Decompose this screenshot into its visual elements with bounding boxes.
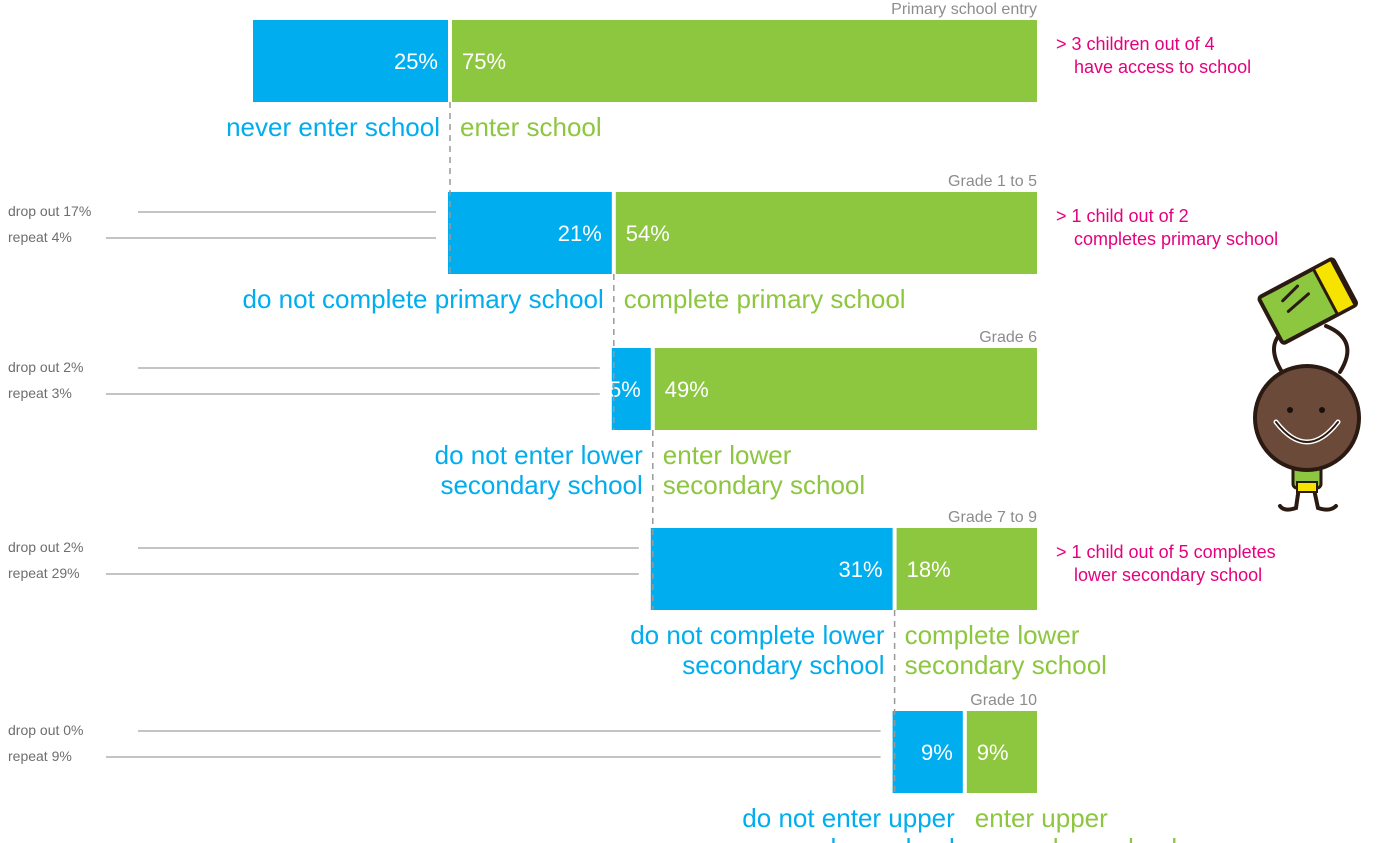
caption-blue: do not complete lower bbox=[630, 620, 885, 650]
bar-label-green: 54% bbox=[626, 221, 670, 246]
side-annotation: drop out 0% bbox=[8, 722, 84, 738]
caption-green: secondary school bbox=[905, 650, 1107, 680]
caption-blue: never enter school bbox=[226, 112, 440, 142]
caption-blue: secondary school bbox=[682, 650, 884, 680]
summary-note: lower secondary school bbox=[1074, 565, 1262, 585]
caption-green: enter lower bbox=[663, 440, 792, 470]
bar-not-continuing bbox=[448, 192, 612, 274]
summary-note: completes primary school bbox=[1074, 229, 1278, 249]
caption-green: enter upper bbox=[975, 803, 1108, 833]
stage-label: Grade 7 to 9 bbox=[948, 509, 1037, 526]
summary-note: > 1 child out of 5 completes bbox=[1056, 542, 1276, 562]
bar-label-blue: 25% bbox=[394, 49, 438, 74]
stage-label: Grade 10 bbox=[970, 692, 1037, 709]
caption-blue: do not complete primary school bbox=[243, 284, 604, 314]
caption-green: complete primary school bbox=[624, 284, 906, 314]
side-annotation: drop out 2% bbox=[8, 539, 84, 555]
side-annotation: repeat 29% bbox=[8, 565, 80, 581]
bar-not-continuing bbox=[892, 711, 963, 793]
bar-label-green: 9% bbox=[977, 740, 1009, 765]
caption-blue: do not enter upper bbox=[742, 803, 955, 833]
bar-label-green: 75% bbox=[462, 49, 506, 74]
caption-green: complete lower bbox=[905, 620, 1080, 650]
bar-continuing bbox=[654, 348, 1037, 430]
bar-continuing bbox=[896, 528, 1037, 610]
caption-green: secondary school bbox=[663, 470, 865, 500]
summary-note: > 3 children out of 4 bbox=[1056, 34, 1215, 54]
summary-note: > 1 child out of 2 bbox=[1056, 206, 1189, 226]
side-annotation: repeat 3% bbox=[8, 385, 72, 401]
bar-label-green: 49% bbox=[665, 377, 709, 402]
bar-label-blue: 31% bbox=[839, 557, 883, 582]
stage-label: Grade 6 bbox=[979, 329, 1037, 346]
bar-not-continuing bbox=[611, 348, 651, 430]
bar-continuing bbox=[452, 20, 1037, 102]
side-annotation: drop out 17% bbox=[8, 203, 91, 219]
chart-marks: Primary school entry 25% 75% never enter sc… bbox=[8, 1, 1278, 843]
bar-continuing bbox=[615, 192, 1037, 274]
summary-note: have access to school bbox=[1074, 57, 1251, 77]
bar-continuing bbox=[966, 711, 1037, 793]
caption-blue: do not enter lower bbox=[435, 440, 643, 470]
caption-blue: secondary school bbox=[752, 833, 954, 843]
bar-label-green: 18% bbox=[907, 557, 951, 582]
bar-label-blue: 9% bbox=[921, 740, 953, 765]
child-with-book-icon bbox=[1253, 257, 1361, 512]
side-annotation: repeat 4% bbox=[8, 229, 72, 245]
side-annotation: repeat 9% bbox=[8, 748, 72, 764]
bar-not-continuing bbox=[650, 528, 893, 610]
stage-label: Grade 1 to 5 bbox=[948, 173, 1037, 190]
bar-label-blue: 21% bbox=[558, 221, 602, 246]
bar-not-continuing bbox=[253, 20, 448, 102]
side-annotation: drop out 2% bbox=[8, 359, 84, 375]
caption-green: secondary school bbox=[975, 833, 1177, 843]
caption-green: enter school bbox=[460, 112, 602, 142]
caption-blue: secondary school bbox=[440, 470, 642, 500]
stage-label: Primary school entry bbox=[891, 1, 1037, 18]
